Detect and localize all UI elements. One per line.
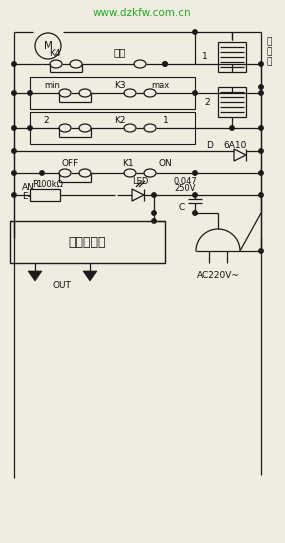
Text: 0.047: 0.047 <box>173 176 197 186</box>
Text: R: R <box>32 180 38 188</box>
Text: 100kΩ: 100kΩ <box>36 180 64 188</box>
Text: 热风: 热风 <box>114 47 126 57</box>
Circle shape <box>193 91 197 95</box>
Text: E-: E- <box>22 192 31 200</box>
Circle shape <box>12 62 16 66</box>
Circle shape <box>259 85 263 89</box>
Circle shape <box>259 193 263 197</box>
Text: 1: 1 <box>202 52 208 60</box>
Text: K2: K2 <box>114 116 126 124</box>
Text: K1: K1 <box>122 159 134 167</box>
Circle shape <box>163 62 167 66</box>
Text: C: C <box>179 203 185 212</box>
Text: 2: 2 <box>43 116 49 124</box>
Circle shape <box>163 62 167 66</box>
Circle shape <box>152 211 156 215</box>
Circle shape <box>152 193 156 197</box>
Circle shape <box>152 219 156 223</box>
Circle shape <box>259 62 263 66</box>
Circle shape <box>193 193 197 197</box>
Text: 负离子模块: 负离子模块 <box>69 236 106 249</box>
Circle shape <box>193 30 197 34</box>
Text: AC220V~: AC220V~ <box>197 270 239 280</box>
Text: AN: AN <box>22 182 35 192</box>
Text: K3: K3 <box>114 80 126 90</box>
Text: K4: K4 <box>49 48 61 58</box>
Circle shape <box>259 249 263 253</box>
Text: min: min <box>44 80 60 90</box>
Circle shape <box>230 126 234 130</box>
Text: D: D <box>207 141 213 149</box>
Circle shape <box>12 91 16 95</box>
Circle shape <box>259 126 263 130</box>
Circle shape <box>40 171 44 175</box>
Circle shape <box>12 149 16 153</box>
Circle shape <box>28 126 32 130</box>
Circle shape <box>259 171 263 175</box>
Text: 2: 2 <box>204 98 210 106</box>
Text: LED: LED <box>132 176 148 186</box>
Circle shape <box>12 193 16 197</box>
Text: 热: 热 <box>266 47 272 56</box>
Text: OFF: OFF <box>61 159 79 167</box>
Circle shape <box>259 91 263 95</box>
Circle shape <box>12 126 16 130</box>
Polygon shape <box>28 271 42 281</box>
Text: M: M <box>44 41 52 51</box>
Circle shape <box>259 149 263 153</box>
Text: OUT: OUT <box>52 281 72 289</box>
Text: ON: ON <box>158 159 172 167</box>
Circle shape <box>12 171 16 175</box>
Text: 丝: 丝 <box>266 58 272 66</box>
Circle shape <box>193 171 197 175</box>
Text: max: max <box>151 80 169 90</box>
Circle shape <box>28 91 32 95</box>
Circle shape <box>193 211 197 215</box>
Text: www.dzkfw.com.cn: www.dzkfw.com.cn <box>93 8 191 18</box>
Polygon shape <box>83 271 97 281</box>
Text: 电: 电 <box>266 37 272 47</box>
Text: 250V: 250V <box>174 184 196 193</box>
Text: 1: 1 <box>163 116 169 124</box>
Text: 6A10: 6A10 <box>223 141 247 149</box>
